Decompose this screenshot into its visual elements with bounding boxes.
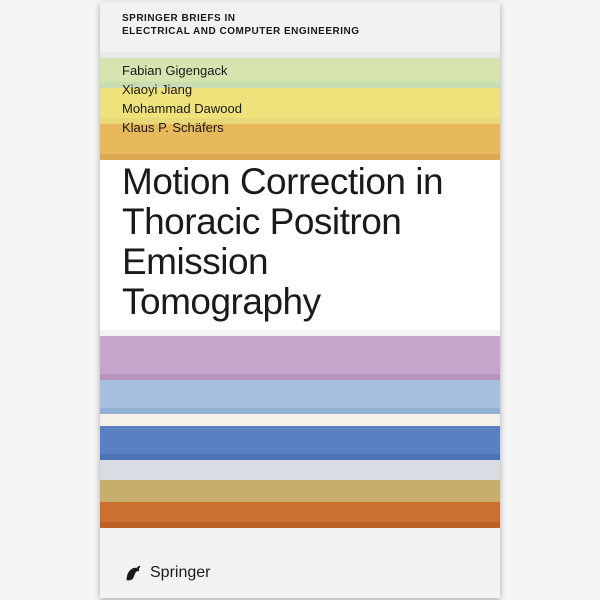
publisher-name: Springer — [150, 564, 210, 582]
book-cover: SPRINGER BRIEFS IN ELECTRICAL AND COMPUT… — [100, 2, 500, 598]
author-name: Mohammad Dawood — [122, 100, 242, 119]
stripe — [100, 414, 500, 426]
author-name: Klaus P. Schäfers — [122, 119, 242, 138]
stripe — [100, 336, 500, 374]
publisher-block: Springer — [122, 562, 210, 584]
stripe — [100, 460, 500, 480]
stripe — [100, 426, 500, 454]
author-list: Fabian Gigengack Xiaoyi Jiang Mohammad D… — [122, 62, 242, 137]
stripe — [100, 480, 500, 502]
series-label: SPRINGER BRIEFS IN ELECTRICAL AND COMPUT… — [122, 12, 478, 38]
series-line-1: SPRINGER BRIEFS IN — [122, 12, 478, 25]
stripe — [100, 502, 500, 522]
stripe — [100, 380, 500, 408]
author-name: Xiaoyi Jiang — [122, 81, 242, 100]
series-line-2: ELECTRICAL AND COMPUTER ENGINEERING — [122, 25, 478, 38]
springer-horse-icon — [122, 562, 144, 584]
book-title: Motion Correction in Thoracic Positron E… — [122, 162, 460, 322]
author-name: Fabian Gigengack — [122, 62, 242, 81]
